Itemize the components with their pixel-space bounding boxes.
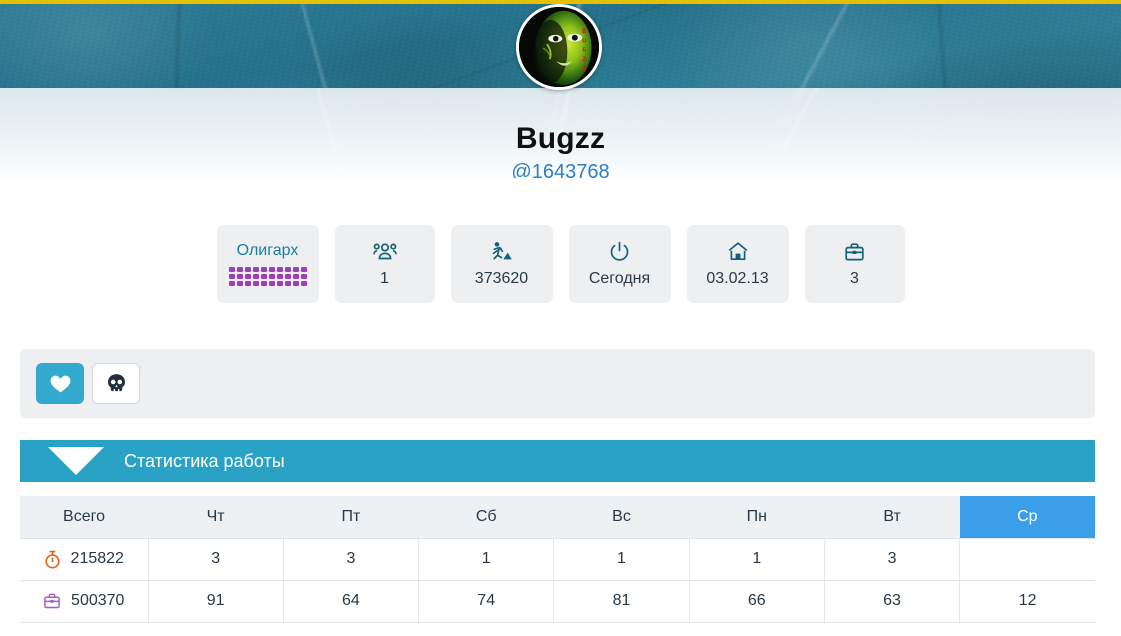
briefcase-icon bbox=[43, 592, 61, 610]
row-total-cell: 215822 bbox=[20, 538, 149, 581]
banner-fade-overlay bbox=[0, 88, 1121, 178]
avatar[interactable]: B U G Z Z bbox=[516, 4, 602, 90]
cell-thu: 91 bbox=[148, 580, 284, 623]
cell-mon: 1 bbox=[689, 538, 825, 581]
power-icon bbox=[609, 241, 630, 263]
heart-icon bbox=[49, 373, 72, 394]
section-title: Статистика работы bbox=[124, 451, 285, 471]
action-bar bbox=[20, 349, 1095, 418]
column-header-wed-active[interactable]: Ср bbox=[959, 496, 1095, 539]
stat-value-online: Сегодня bbox=[588, 269, 651, 287]
column-header-fri[interactable]: Пт bbox=[283, 496, 419, 539]
briefcase-icon bbox=[844, 241, 865, 263]
svg-text:B: B bbox=[582, 27, 586, 35]
chevron-down-icon bbox=[48, 447, 104, 475]
worker-digging-icon bbox=[490, 241, 513, 263]
page-title: Bugzz bbox=[515, 122, 606, 155]
column-header-sun[interactable]: Вс bbox=[553, 496, 690, 539]
banner-fade-texture bbox=[0, 88, 1121, 178]
column-header-mon[interactable]: Пн bbox=[689, 496, 825, 539]
column-header-sat[interactable]: Сб bbox=[418, 496, 554, 539]
cell-sat: 1 bbox=[418, 538, 555, 581]
work-stats-table: Всего Чт Пт Сб Вс Пн Вт Ср bbox=[20, 496, 1095, 623]
svg-text:Z: Z bbox=[582, 55, 586, 63]
stat-value-jobs: 3 bbox=[850, 269, 859, 287]
svg-text:G: G bbox=[582, 46, 586, 54]
cell-mon: 66 bbox=[689, 580, 825, 623]
table-header-row: Всего Чт Пт Сб Вс Пн Вт Ср bbox=[20, 496, 1095, 539]
cell-fri: 3 bbox=[283, 538, 420, 581]
action-buttons-group bbox=[36, 363, 140, 404]
stopwatch-icon bbox=[44, 550, 61, 569]
row-total-value: 215822 bbox=[70, 550, 124, 567]
stat-card-referrals[interactable]: 1 bbox=[334, 225, 435, 303]
user-handle[interactable]: @1643768 bbox=[511, 161, 610, 178]
stat-card-jobs[interactable]: 3 bbox=[804, 225, 905, 303]
cell-wed: 12 bbox=[959, 580, 1095, 623]
stat-card-rank[interactable]: Олигарх bbox=[216, 225, 319, 303]
users-icon bbox=[372, 241, 397, 263]
rank-label: Олигарх bbox=[236, 242, 299, 259]
row-total-cell: 500370 bbox=[20, 580, 149, 623]
like-button[interactable] bbox=[36, 363, 84, 404]
rank-dots-icon bbox=[228, 267, 307, 286]
work-stats-section-header[interactable]: Статистика работы bbox=[20, 440, 1095, 482]
stat-value-registered: 03.02.13 bbox=[706, 269, 769, 287]
table-row: 215822 3 3 1 1 1 3 bbox=[20, 538, 1095, 581]
stat-value-referrals: 1 bbox=[380, 269, 389, 287]
user-avatar-image: B U G Z Z bbox=[519, 7, 599, 87]
stat-value-work: 373620 bbox=[474, 269, 529, 287]
home-icon bbox=[727, 241, 749, 263]
stat-card-online[interactable]: Сегодня bbox=[568, 225, 671, 303]
row-total-value: 500370 bbox=[71, 592, 125, 609]
table-row: 500370 91 64 74 81 66 63 12 bbox=[20, 580, 1095, 623]
stat-cards-row: Олигарх 1 bbox=[0, 225, 1121, 303]
skull-icon bbox=[106, 373, 127, 394]
stat-card-registered[interactable]: 03.02.13 bbox=[686, 225, 789, 303]
cell-wed bbox=[959, 538, 1095, 581]
stat-card-work[interactable]: 373620 bbox=[450, 225, 553, 303]
svg-text:U: U bbox=[582, 36, 586, 44]
dislike-button[interactable] bbox=[92, 363, 140, 404]
svg-text:Z: Z bbox=[582, 64, 586, 72]
cell-fri: 64 bbox=[283, 580, 420, 623]
profile-banner: B U G Z Z Bugzz @1643768 bbox=[0, 0, 1121, 178]
cell-tue: 3 bbox=[824, 538, 961, 581]
top-accent-strip bbox=[0, 0, 1121, 4]
cell-sun: 1 bbox=[553, 538, 690, 581]
cell-tue: 63 bbox=[824, 580, 961, 623]
cell-sat: 74 bbox=[418, 580, 555, 623]
column-header-thu[interactable]: Чт bbox=[148, 496, 284, 539]
cell-sun: 81 bbox=[553, 580, 690, 623]
cell-thu: 3 bbox=[148, 538, 284, 581]
identity-block: Bugzz @1643768 bbox=[0, 122, 1121, 178]
column-header-tue[interactable]: Вт bbox=[824, 496, 960, 539]
column-header-total[interactable]: Всего bbox=[20, 496, 148, 539]
